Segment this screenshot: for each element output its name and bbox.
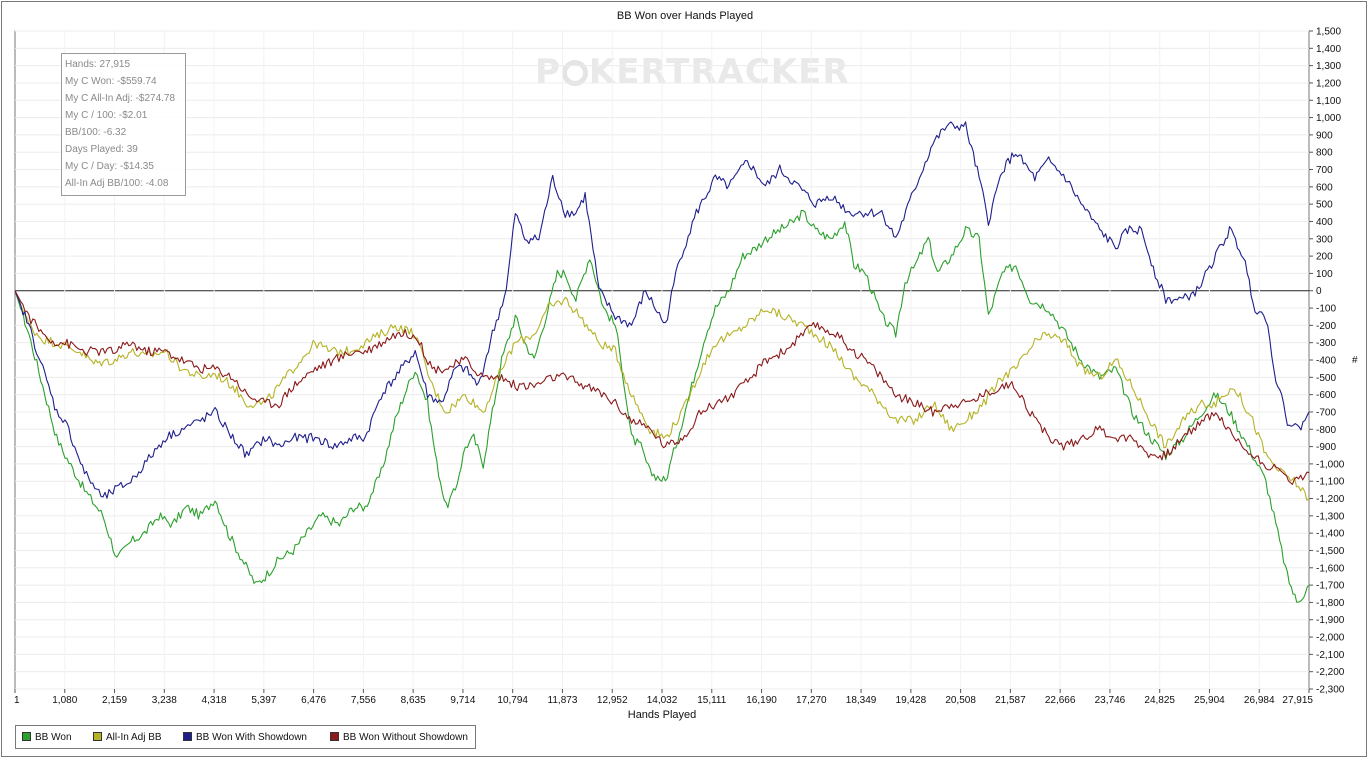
- y-tick-label: -500: [1316, 373, 1336, 384]
- y-tick-label: 500: [1316, 200, 1333, 211]
- stat-allin-adj-bb-100: All-In Adj BB/100: -4.08: [65, 178, 169, 189]
- y-tick-label: 100: [1316, 269, 1333, 280]
- chart-title: BB Won over Hands Played: [616, 10, 754, 22]
- x-tick-label: 27,915: [1282, 695, 1313, 706]
- y-tick-label: -1,400: [1316, 529, 1345, 540]
- y-tick-label: -2,100: [1316, 650, 1345, 661]
- y-tick-label: -800: [1316, 425, 1336, 436]
- x-tick-label: 9,714: [450, 695, 475, 706]
- pokertracker-watermark-logo: P KERTRACKER: [535, 52, 850, 92]
- x-tick-label: 20,508: [945, 695, 976, 706]
- stat-c-allin-adj: My C All-In Adj: -$274.78: [65, 93, 176, 104]
- y-tick-label: -100: [1316, 304, 1336, 315]
- stat-bb-per-100: BB/100: -6.32: [65, 127, 127, 138]
- y-tick-label: -300: [1316, 338, 1336, 349]
- legend-swatch: [183, 732, 192, 741]
- x-tick-label: 1,080: [52, 695, 77, 706]
- y-tick-label: -1,500: [1316, 546, 1345, 557]
- x-tick-label: 24,825: [1144, 695, 1175, 706]
- y-axis-label: #: [1352, 355, 1358, 366]
- series-line-4: [14, 290, 1310, 485]
- x-tick-label: 25,904: [1194, 695, 1225, 706]
- y-tick-label: -700: [1316, 407, 1336, 418]
- y-tick-label: 900: [1316, 130, 1333, 141]
- y-tick-label: 1,400: [1316, 44, 1341, 55]
- legend-item-bb-won-without-showdown[interactable]: BB Won Without Showdown: [330, 732, 468, 743]
- x-axis-title: Hands Played: [627, 709, 697, 721]
- x-tick-label: 5,397: [251, 695, 276, 706]
- y-tick-label: 600: [1316, 182, 1333, 193]
- y-tick-label: 1,200: [1316, 78, 1341, 89]
- legend-swatch: [22, 732, 31, 741]
- y-tick-label: 200: [1316, 252, 1333, 263]
- x-tick-label: 12,952: [597, 695, 628, 706]
- x-tick-label: 7,556: [351, 695, 376, 706]
- legend-item-bb-won-with-showdown[interactable]: BB Won With Showdown: [183, 732, 307, 743]
- y-tick-label: -1,300: [1316, 511, 1345, 522]
- y-tick-label: 1,000: [1316, 113, 1341, 124]
- stat-c-won: My C Won: -$559.74: [65, 76, 157, 87]
- x-tick-label: 10,794: [497, 695, 528, 706]
- series-line-2: [14, 290, 1310, 501]
- x-tick-label: 16,190: [746, 695, 777, 706]
- x-tick-label: 19,428: [896, 695, 927, 706]
- y-tick-label: 1,500: [1316, 27, 1341, 38]
- legend-item-all-in-adj-bb[interactable]: All-In Adj BB: [93, 732, 162, 743]
- x-tick-label: 23,746: [1095, 695, 1126, 706]
- legend-swatch: [93, 732, 102, 741]
- y-tick-label: -1,100: [1316, 477, 1345, 488]
- y-tick-label: 1,300: [1316, 61, 1341, 72]
- x-tick-label: 3,238: [152, 695, 177, 706]
- y-tick-label: -2,200: [1316, 667, 1345, 678]
- x-tick-label: 8,635: [401, 695, 426, 706]
- x-tick-label: 6,476: [301, 695, 326, 706]
- series-line-3: [14, 121, 1310, 499]
- x-tick-label: 15,111: [697, 695, 727, 706]
- stat-days-played: Days Played: 39: [65, 144, 138, 155]
- x-tick-label: 1: [14, 695, 20, 706]
- x-tick-label: 22,666: [1045, 695, 1076, 706]
- y-tick-label: -600: [1316, 390, 1336, 401]
- poker-chip-icon: [561, 60, 588, 86]
- y-tick-label: -2,000: [1316, 633, 1345, 644]
- y-tick-label: -2,300: [1316, 685, 1345, 696]
- x-tick-label: 21,587: [995, 695, 1026, 706]
- y-tick-label: -1,000: [1316, 459, 1345, 470]
- y-tick-label: 400: [1316, 217, 1333, 228]
- y-tick-label: 800: [1316, 148, 1333, 159]
- x-tick-label: 11,873: [548, 695, 578, 706]
- x-tick-label: 26,984: [1244, 695, 1275, 706]
- y-tick-label: 300: [1316, 234, 1333, 245]
- legend-item-bb-won[interactable]: BB Won: [22, 732, 72, 743]
- stat-c-per-day: My C / Day: -$14.35: [65, 161, 154, 172]
- y-tick-label: -1,800: [1316, 598, 1345, 609]
- y-tick-label: -900: [1316, 442, 1336, 453]
- y-tick-label: -1,600: [1316, 563, 1345, 574]
- stat-c-per-100: My C / 100: -$2.01: [65, 110, 148, 121]
- x-tick-label: 4,318: [202, 695, 227, 706]
- x-tick-label: 17,270: [796, 695, 827, 706]
- x-tick-label: 18,349: [846, 695, 877, 706]
- y-tick-label: 0: [1316, 286, 1322, 297]
- y-tick-label: -1,200: [1316, 494, 1345, 505]
- legend: BB Won All-In Adj BB BB Won With Showdow…: [15, 725, 476, 749]
- y-tick-label: -200: [1316, 321, 1336, 332]
- y-tick-label: -400: [1316, 356, 1336, 367]
- x-tick-label: 2,159: [102, 695, 127, 706]
- legend-swatch: [330, 732, 339, 741]
- y-tick-label: -1,900: [1316, 615, 1345, 626]
- stats-box: Hands: 27,915 My C Won: -$559.74 My C Al…: [61, 53, 186, 196]
- y-tick-label: -1,700: [1316, 581, 1345, 592]
- stat-hands: Hands: 27,915: [65, 59, 131, 70]
- x-tick-label: 14,032: [647, 695, 678, 706]
- y-tick-label: 1,100: [1316, 96, 1341, 107]
- y-tick-label: 700: [1316, 165, 1333, 176]
